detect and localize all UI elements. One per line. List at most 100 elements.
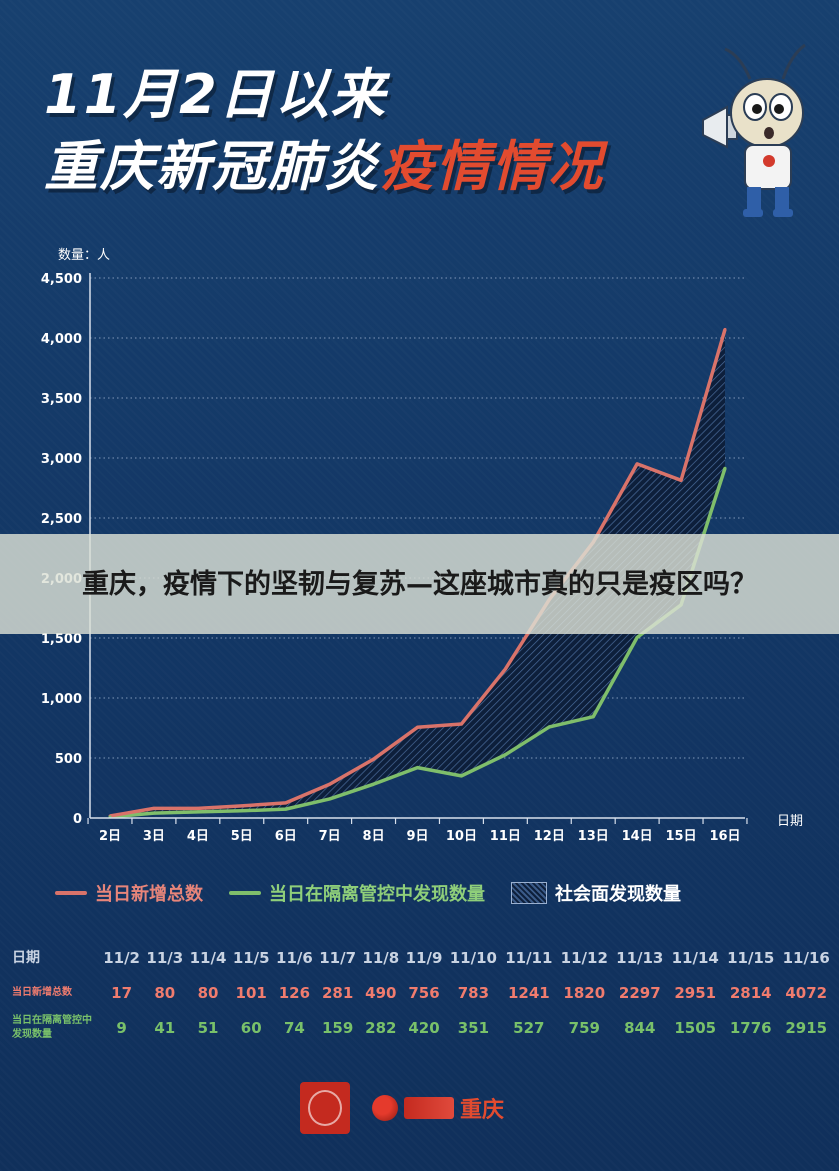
table-quarantine-cell: 159	[321, 1018, 354, 1037]
headline-overlay-text: 重庆，疫情下的坚韧与复苏—这座城市真的只是疫区吗？	[82, 568, 757, 600]
x-tick-label: 7日	[319, 829, 341, 844]
x-tick-label: 13日	[578, 829, 609, 844]
table-row-quarantine: 当日在隔离管控中发现数量 9 41 51 60 74 159 282 420 351 527 759…	[12, 1010, 834, 1045]
title-line2-part1: 重庆新冠肺炎	[44, 135, 380, 198]
legend-label-total: 当日新增总数	[95, 884, 203, 905]
table-total-cell: 490	[365, 983, 397, 1002]
table-row-total: 当日新增总数 17 80 80 101 126 281 490 756 783 1241 1820 2…	[12, 975, 834, 1010]
megaphone-icon	[702, 105, 738, 149]
table-quarantine-cell: 1776	[729, 1018, 772, 1037]
table-header-row: 日期 11/2 11/3 11/4 11/5 11/6 11/7 11/8 11/9 11/10…	[12, 940, 834, 975]
x-tick-label: 6日	[275, 829, 297, 844]
footer-brand-text: 重庆	[460, 1098, 505, 1123]
table-total-cell: 281	[321, 983, 354, 1002]
table-quarantine-cell: 527	[513, 1018, 545, 1037]
data-point-quarantine	[416, 766, 419, 770]
mascot-illustration	[702, 43, 806, 217]
y-tick-label: 4,500	[41, 272, 82, 287]
y-tick-label: 2,500	[41, 512, 82, 527]
y-tick-label: 1,000	[41, 692, 82, 707]
data-point-total	[723, 327, 727, 331]
table-date-cell: 11/2	[103, 948, 140, 967]
table-total-cell: 17	[111, 983, 133, 1002]
table-total-cell: 2951	[674, 983, 717, 1002]
table-row-total-label: 当日新增总数	[12, 986, 72, 998]
y-tick-label: 500	[55, 752, 82, 767]
people-daily-wordmark	[404, 1097, 454, 1119]
table-total-cell: 1241	[507, 983, 550, 1002]
y-tick-label: 3,000	[41, 452, 82, 467]
people-daily-emblem-icon	[372, 1095, 398, 1121]
data-point-total	[635, 462, 639, 466]
x-tick-label: 5日	[231, 829, 253, 844]
title-line1: 11月2日以来	[44, 63, 387, 126]
table-total-cell: 756	[408, 983, 440, 1002]
x-tick-label: 12日	[534, 829, 565, 844]
data-point-total	[459, 722, 463, 726]
table-total-cell: 4072	[785, 983, 828, 1002]
table-date-cell: 11/3	[146, 948, 184, 967]
table-quarantine-cell: 420	[408, 1018, 440, 1037]
data-point-total	[152, 806, 156, 810]
table-date-cell: 11/11	[505, 948, 553, 967]
table-total-cell: 783	[457, 983, 490, 1002]
table-total-cell: 80	[197, 983, 219, 1002]
footer-logos: 重庆	[300, 1082, 504, 1134]
data-point-quarantine	[196, 810, 200, 814]
table-quarantine-cell: 1505	[674, 1018, 717, 1037]
table-quarantine-cell: 282	[365, 1018, 397, 1037]
table-total-cell: 80	[154, 983, 176, 1002]
x-tick-label: 14日	[622, 829, 653, 844]
data-point-quarantine	[284, 807, 288, 811]
y-tick-label: 3,500	[41, 392, 82, 407]
title-line2-part2: 疫情情况	[380, 135, 604, 198]
table-date-cell: 11/15	[727, 948, 775, 967]
legend-swatch-total	[55, 891, 87, 895]
legend: 当日新增总数 当日在隔离管控中发现数量 社会面发现数量	[55, 880, 681, 906]
table-total-cell: 126	[278, 983, 311, 1002]
table-header-label: 日期	[12, 949, 40, 966]
people-daily-logo: 重庆	[372, 1092, 504, 1124]
data-point-quarantine	[723, 466, 727, 470]
legend-swatch-community	[511, 882, 547, 904]
table-quarantine-cell: 759	[568, 1018, 600, 1037]
data-point-quarantine	[328, 797, 332, 801]
table-quarantine-cell: 844	[624, 1018, 656, 1037]
table-date-cell: 11/16	[782, 948, 830, 967]
title-line2: 重庆新冠肺炎疫情情况	[44, 122, 604, 201]
data-point-quarantine	[591, 715, 595, 719]
data-point-total	[416, 725, 419, 729]
data-point-total	[372, 757, 376, 761]
x-tick-label: 8日	[363, 829, 385, 844]
data-point-quarantine	[152, 811, 156, 815]
data-point-quarantine	[503, 753, 507, 757]
table-date-cell: 11/13	[616, 948, 664, 967]
community-area-fill	[110, 329, 725, 817]
table-quarantine-cell: 60	[240, 1018, 262, 1037]
table-total-cell: 2814	[729, 983, 772, 1002]
headline-overlay-banner: 重庆，疫情下的坚韧与复苏—这座城市真的只是疫区吗？	[0, 534, 839, 634]
table-quarantine-cell: 41	[154, 1018, 176, 1037]
data-point-quarantine	[547, 725, 551, 729]
data-point-total	[503, 667, 507, 671]
table-total-cell: 2297	[618, 983, 661, 1002]
data-point-quarantine	[372, 782, 376, 786]
x-tick-label: 11日	[490, 829, 521, 844]
data-point-quarantine	[459, 774, 463, 778]
data-table: 日期 11/2 11/3 11/4 11/5 11/6 11/7 11/8 11/9 11/10…	[12, 940, 834, 1045]
data-point-total	[284, 801, 288, 805]
data-point-total	[328, 782, 332, 786]
y-tick-label: 1,500	[41, 632, 82, 647]
chongqing-release-logo	[300, 1082, 350, 1134]
table-date-cell: 11/12	[560, 948, 608, 967]
x-tick-label: 4日	[187, 829, 209, 844]
table-quarantine-cell: 351	[457, 1018, 490, 1037]
table-date-cell: 11/6	[276, 948, 313, 967]
x-tick-label: 10日	[446, 829, 477, 844]
table-date-cell: 11/14	[671, 948, 719, 967]
table-date-cell: 11/5	[232, 948, 270, 967]
data-point-quarantine	[240, 809, 244, 813]
table-quarantine-cell: 74	[283, 1018, 305, 1037]
x-tick-label: 3日	[143, 829, 165, 844]
x-tick-label: 16日	[709, 829, 740, 844]
